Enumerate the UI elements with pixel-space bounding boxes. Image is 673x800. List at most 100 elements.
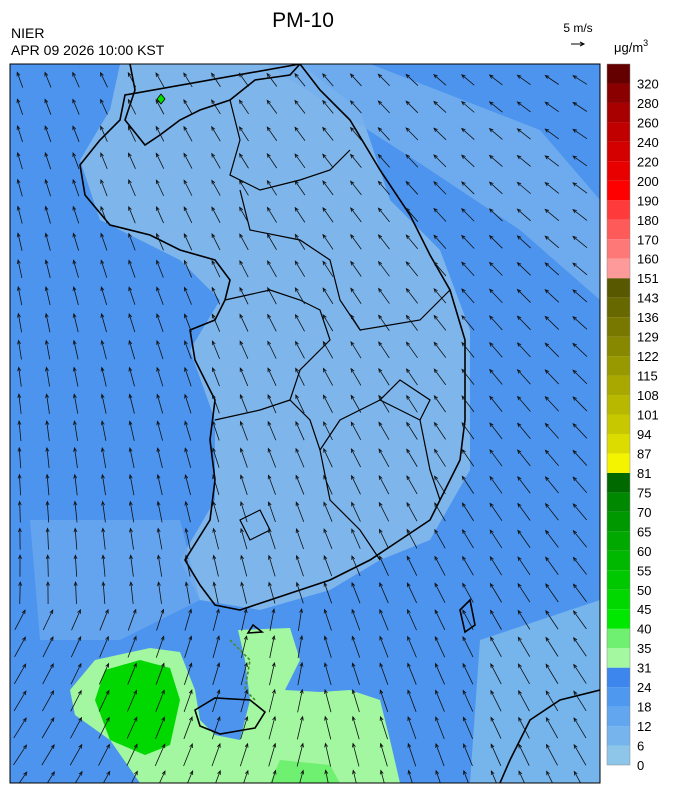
wind-arrow [545, 609, 559, 630]
colorbar-label: 220 [637, 154, 659, 169]
wind-arrow [544, 395, 559, 412]
wind-arrow [516, 395, 531, 412]
wind-arrow [517, 475, 531, 494]
wind-arrow [350, 314, 362, 332]
wind-arrow [378, 314, 390, 332]
colorbar-segment [607, 200, 630, 220]
wind-arrow [101, 473, 106, 496]
wind-arrow [240, 661, 248, 686]
wind-arrow [406, 501, 418, 522]
wind-arrow [100, 446, 107, 469]
wind-arrow [73, 527, 78, 550]
colorbar-segment [607, 706, 630, 727]
wind-arrow [405, 261, 419, 277]
wind-arrow [44, 98, 52, 115]
wind-arrow [295, 528, 304, 550]
colorbar-label: 70 [637, 505, 651, 520]
wind-arrow [323, 554, 333, 577]
wind-arrow [490, 662, 502, 685]
wind-arrow [407, 635, 417, 658]
wind-arrow [127, 608, 137, 631]
wind-arrow [489, 529, 503, 549]
wind-arrow [184, 393, 192, 414]
wind-arrow [268, 742, 277, 767]
wind-arrow [239, 313, 249, 332]
wind-arrow [296, 742, 304, 767]
wind-arrow [379, 769, 385, 783]
wind-arrow [184, 313, 192, 332]
unit-exponent: 3 [643, 38, 648, 48]
wind-arrow [155, 125, 165, 142]
wind-arrow [72, 312, 79, 333]
wind-arrow [572, 155, 588, 167]
wind-arrow [16, 259, 23, 279]
wind-arrow [100, 232, 108, 251]
wind-arrow [239, 447, 248, 468]
wind-arrow [156, 259, 164, 278]
coastline [79, 64, 600, 783]
colorbar-segment [607, 492, 630, 512]
wind-arrow [183, 259, 193, 278]
colorbar-label: 136 [637, 310, 659, 325]
wind-arrow [266, 179, 278, 196]
wind-arrow [184, 420, 192, 441]
wind-arrow [351, 688, 360, 713]
wind-arrow [18, 554, 22, 577]
wind-arrow [13, 690, 27, 712]
colorbar-label: 260 [637, 115, 659, 130]
colorbar-segment [607, 161, 630, 181]
wind-arrow [184, 366, 192, 387]
wind-arrow [212, 527, 219, 550]
wind-arrow [268, 715, 276, 740]
wind-arrow [183, 689, 193, 713]
wind-arrow [211, 286, 221, 305]
wind-arrow [295, 394, 305, 414]
wind-arrow [212, 635, 220, 658]
wind-arrow [377, 100, 390, 114]
wind-arrow [490, 689, 502, 712]
wind-arrow [488, 208, 503, 222]
wind-arrow [350, 287, 362, 304]
wind-arrow [13, 663, 27, 685]
wind-arrow [544, 288, 560, 303]
wind-arrow [101, 500, 106, 523]
wind-arrow [211, 715, 221, 740]
wind-arrow [100, 312, 107, 333]
wind-arrow [378, 394, 390, 413]
wind-arrow [572, 449, 588, 466]
wind-arrow [407, 769, 413, 783]
wind-arrow [70, 716, 83, 739]
wind-arrow [544, 74, 559, 85]
colorbar-label: 320 [637, 76, 659, 91]
colorbar-label: 190 [637, 193, 659, 208]
wind-arrow [184, 581, 191, 604]
wind-arrow [295, 447, 305, 468]
wind-arrow [239, 179, 249, 196]
wind-arrow [295, 554, 304, 577]
wind-arrow [267, 420, 277, 441]
colorbar-label: 280 [637, 96, 659, 111]
colorbar-segment [607, 687, 630, 707]
wind-arrow [461, 261, 475, 277]
wind-arrow [127, 689, 137, 712]
wind-arrow [350, 207, 362, 223]
wind-arrow [406, 582, 418, 604]
wind-arrow [350, 340, 362, 359]
wind-arrow [297, 661, 304, 686]
wind-arrow [545, 583, 559, 603]
wind-arrow [271, 769, 277, 783]
colorbar-label: 151 [637, 271, 659, 286]
wind-arrow [351, 555, 361, 577]
wind-arrow [183, 743, 193, 767]
wind-arrow [407, 742, 417, 767]
wind-arrow [322, 153, 334, 169]
colorbar-segment [607, 531, 630, 551]
wind-arrow [295, 474, 305, 495]
wind-arrow [156, 205, 164, 224]
wind-arrow [267, 527, 276, 550]
wind-arrow [42, 609, 54, 631]
wind-arrow [462, 555, 474, 576]
wind-arrow [72, 71, 80, 88]
wind-arrow [239, 742, 249, 767]
wind-arrow [489, 475, 503, 494]
